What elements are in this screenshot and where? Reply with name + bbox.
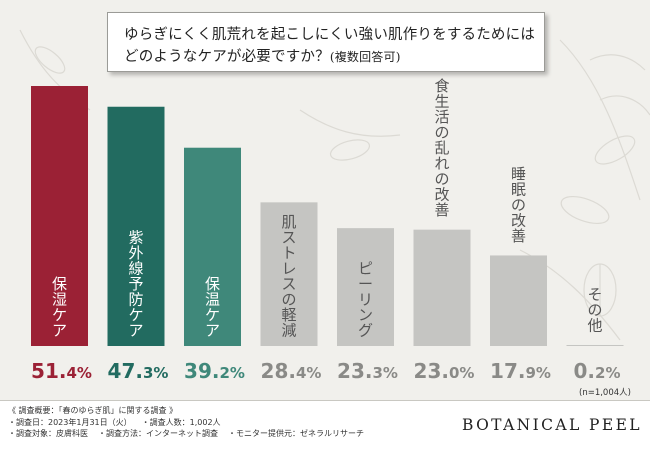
survey-notes: 《 調査概要：「春のゆらぎ肌」に関する調査 》 ・調査日：2023年1月31日（…: [8, 405, 364, 440]
bar-label-5: ピーリング: [358, 260, 373, 340]
survey-date: ・調査日：2023年1月31日（火）: [8, 417, 132, 427]
survey-method: ・調査方法：インターネット調査: [98, 429, 218, 438]
bar-label-2: 紫外線予防ケア: [128, 229, 143, 340]
question-title-box: ゆらぎにくく肌荒れを起こしにくい強い肌作りをするためには どのようなケアが必要で…: [107, 12, 545, 72]
bar-4: [260, 202, 318, 346]
sample-size-note: (n=1,004人): [579, 388, 631, 398]
bar-label-3: 保温ケア: [205, 275, 220, 340]
bar-6: [413, 229, 471, 346]
bar-1: [31, 86, 88, 346]
survey-notes-row2: ・調査対象：皮膚科医 ・調査方法：インターネット調査 ・モニター提供元：ゼネラルリサ…: [8, 428, 364, 440]
survey-count: ・調査人数：1,002人: [141, 417, 221, 427]
value-label-6: 23.0%: [414, 359, 475, 383]
question-title-line2: どのようなケアが必要ですか？(複数回答可): [124, 45, 401, 66]
bar-label-4: 肌ストレスの軽減: [281, 213, 296, 340]
bar-8: [566, 344, 624, 346]
bar-5: [337, 228, 394, 346]
bar-3: [184, 147, 241, 346]
bar-label-8: その他: [587, 285, 602, 334]
survey-provider: ・モニター提供元：ゼネラルリサーチ: [228, 429, 364, 438]
value-label-4: 28.4%: [261, 359, 322, 383]
survey-notes-row1: ・調査日：2023年1月31日（火） ・調査人数：1,002人: [8, 417, 364, 429]
value-label-1: 51.4%: [31, 359, 92, 383]
question-title-line1: ゆらぎにくく肌荒れを起こしにくい強い肌作りをするためには: [124, 27, 536, 43]
bar-label-6: 食生活の乱れの改善: [434, 77, 449, 219]
value-label-5: 23.3%: [337, 359, 398, 383]
bar-7: [490, 255, 547, 346]
question-title-line2-main: どのようなケアが必要ですか？: [124, 49, 330, 65]
value-label-7: 17.9%: [490, 359, 551, 383]
value-label-2: 47.3%: [108, 359, 169, 383]
survey-notes-heading: 《 調査概要：「春のゆらぎ肌」に関する調査 》: [8, 406, 178, 415]
bar-label-1: 保湿ケア: [52, 275, 67, 340]
value-label-3: 39.2%: [184, 359, 245, 383]
survey-target: ・調査対象：皮膚科医: [8, 429, 88, 438]
brand-logo: BOTANICAL PEEL: [462, 416, 642, 434]
bar-label-7: 睡眠の改善: [511, 165, 526, 245]
value-label-8: 0.2%: [574, 359, 621, 383]
question-title-note: (複数回答可): [329, 50, 401, 64]
bar-2: [107, 106, 165, 347]
footer-bar: [0, 400, 650, 451]
